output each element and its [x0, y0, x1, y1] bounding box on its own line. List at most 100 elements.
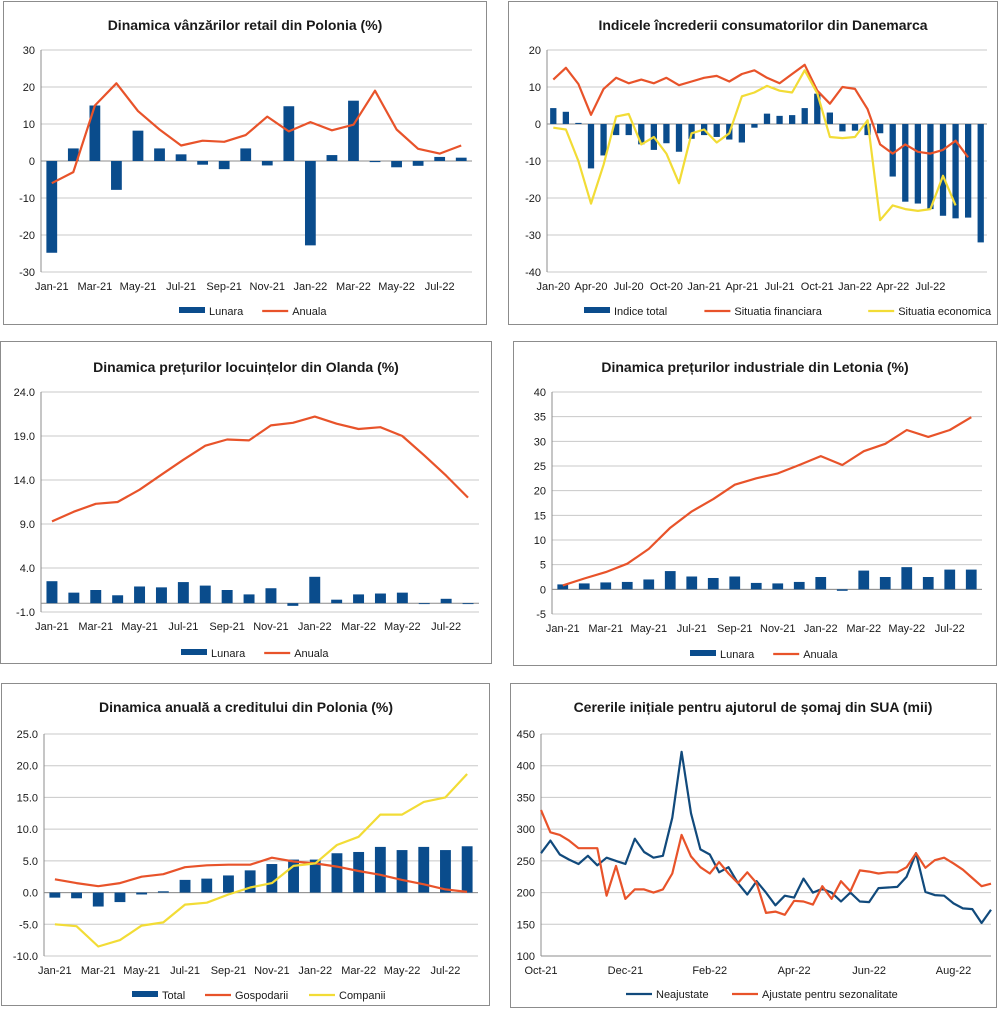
bar: [304, 161, 316, 246]
bar: [287, 603, 299, 606]
chart-title: Dinamica prețurilor industriale din Leto…: [601, 359, 908, 375]
y-tick-label: 20.0: [17, 761, 38, 773]
x-tick-label: Mar-22: [846, 623, 881, 635]
bar: [750, 582, 762, 590]
y-tick-label: 10: [534, 535, 546, 547]
x-tick-label: Jan-21: [35, 281, 69, 293]
legend-label: Anuala: [294, 648, 329, 660]
x-tick-label: Jul-22: [935, 623, 965, 635]
legend-label: Situatia economica: [898, 306, 992, 318]
bar: [600, 124, 607, 156]
bar: [461, 846, 473, 893]
y-tick-label: 5: [540, 560, 546, 572]
bar: [348, 100, 359, 161]
x-tick-label: May-22: [384, 965, 421, 977]
y-tick-label: 10.0: [17, 824, 38, 836]
x-tick-label: Jan-22: [294, 281, 328, 293]
x-tick-label: Jan-20: [536, 281, 570, 293]
y-tick-label: 14.0: [14, 475, 35, 487]
x-tick-label: Aug-22: [936, 965, 971, 977]
bar: [939, 124, 947, 216]
bar: [643, 579, 655, 590]
bar: [240, 148, 252, 161]
series-line: [54, 856, 468, 893]
legend-swatch: [690, 650, 716, 656]
chart-retail-poland: Dinamica vânzărilor retail din Polonia (…: [19, 17, 472, 318]
bar: [396, 592, 408, 604]
y-tick-label: 0: [540, 584, 546, 596]
bar: [68, 592, 80, 604]
bar: [221, 590, 233, 604]
bar: [793, 581, 805, 590]
chart-panel-retail-poland: Dinamica vânzărilor retail din Polonia (…: [3, 1, 487, 325]
legend-label: Neajustate: [656, 989, 709, 1001]
y-tick-label: 40: [534, 387, 546, 399]
legend-swatch: [132, 991, 158, 997]
bar: [688, 124, 695, 139]
bar: [578, 583, 590, 590]
bar: [944, 569, 956, 590]
x-tick-label: Jul-22: [431, 621, 461, 633]
bar: [562, 111, 569, 124]
x-tick-label: Apr-21: [725, 281, 758, 293]
bar: [331, 599, 343, 604]
series-line: [51, 82, 462, 185]
y-tick-label: 15.0: [17, 792, 38, 804]
bar: [621, 581, 633, 590]
bar: [965, 569, 977, 590]
bar: [625, 124, 632, 136]
bar: [462, 603, 474, 605]
bar: [789, 115, 796, 124]
bar: [965, 124, 972, 218]
x-tick-label: Apr-22: [876, 281, 909, 293]
bar: [283, 106, 295, 161]
bar: [353, 594, 365, 604]
y-tick-label: 300: [517, 824, 535, 836]
bar: [707, 577, 719, 590]
bar: [686, 576, 698, 590]
x-tick-label: Dec-21: [608, 965, 643, 977]
chart-credit-poland: Dinamica anuală a creditului din Polonia…: [13, 699, 478, 1002]
bar: [440, 598, 452, 604]
x-tick-label: Jan-22: [298, 965, 332, 977]
bar: [751, 124, 758, 128]
y-tick-label: 200: [517, 888, 535, 900]
bar: [763, 113, 771, 124]
chart-title: Dinamica vânzărilor retail din Polonia (…: [108, 17, 383, 33]
y-tick-label: -5.0: [19, 919, 38, 931]
legend-label: Lunara: [209, 306, 244, 318]
bar: [132, 130, 144, 161]
bar: [914, 124, 921, 204]
chart-panel-consumer-confidence-denmark: Indicele încrederii consumatorilor din D…: [508, 1, 998, 325]
bar: [814, 93, 821, 124]
chart-panel-industrial-prices-latvia: Dinamica prețurilor industriale din Leto…: [513, 341, 997, 666]
y-tick-label: 0: [535, 119, 541, 131]
bar: [134, 586, 146, 604]
y-tick-label: 9.0: [20, 519, 35, 531]
y-tick-label: 19.0: [14, 431, 35, 443]
legend-label: Lunara: [211, 648, 246, 660]
bar: [266, 864, 278, 893]
x-tick-label: Oct-20: [650, 281, 683, 293]
legend-swatch: [584, 307, 610, 313]
y-tick-label: 30: [534, 436, 546, 448]
bar: [664, 571, 676, 590]
y-tick-label: -30: [19, 267, 35, 279]
x-tick-label: May-22: [888, 623, 925, 635]
series-line: [552, 63, 969, 158]
x-tick-label: May-21: [123, 965, 160, 977]
x-tick-label: Nov-21: [253, 621, 288, 633]
x-tick-label: Jul-21: [765, 281, 795, 293]
bar: [177, 582, 189, 604]
x-tick-label: Jul-22: [915, 281, 945, 293]
bar: [889, 124, 896, 177]
y-tick-label: -10.0: [13, 951, 38, 963]
bar: [815, 577, 827, 590]
y-tick-label: 350: [517, 792, 535, 804]
bar: [412, 161, 424, 166]
y-tick-label: 25.0: [17, 729, 38, 741]
series-line: [540, 750, 992, 925]
legend-label: Gospodarii: [235, 990, 288, 1002]
bar: [675, 124, 683, 152]
x-tick-label: May-22: [384, 621, 421, 633]
